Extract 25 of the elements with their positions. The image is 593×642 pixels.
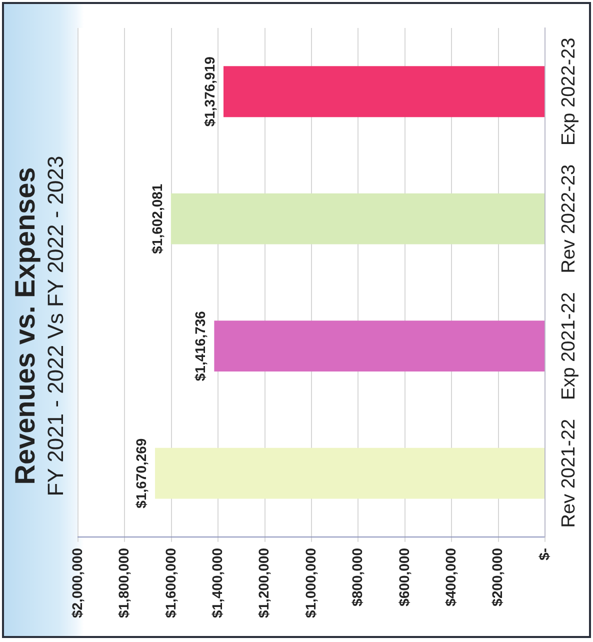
data-label: $1,670,269	[132, 438, 149, 508]
x-tick-label: $1,400,000	[208, 548, 225, 618]
data-label: $1,416,736	[192, 310, 208, 382]
text: Revenues vs. Expenses	[10, 167, 41, 485]
y-tick-label: Exp 2021-22	[558, 292, 580, 400]
bar	[223, 66, 544, 118]
x-tick-label: $1,200,000	[256, 548, 272, 618]
bar	[214, 320, 544, 372]
text: FY 2021 - 2022 Vs FY 2022 - 2023	[42, 156, 68, 496]
bar	[170, 193, 544, 244]
x-tick-label: $2,000,000	[68, 548, 85, 618]
y-tick-label: Rev 2021-22	[558, 418, 580, 528]
y-tick-label: Rev 2022-23	[558, 164, 580, 274]
x-tick-label: $1,000,000	[302, 548, 318, 618]
x-tick-label: $400,000	[442, 548, 458, 606]
x-tick-label: $200,000	[489, 548, 506, 606]
x-tick-label: $-	[536, 548, 552, 560]
x-tick-label: $600,000	[396, 548, 412, 606]
bar	[154, 448, 544, 499]
y-tick-label: Exp 2022-23	[558, 38, 580, 146]
data-label: $1,602,081	[148, 184, 165, 254]
x-tick-label: $1,600,000	[162, 548, 178, 618]
data-label: $1,376,919	[201, 56, 218, 127]
x-tick-label: $1,800,000	[116, 548, 132, 618]
x-tick-label: $800,000	[349, 548, 366, 606]
